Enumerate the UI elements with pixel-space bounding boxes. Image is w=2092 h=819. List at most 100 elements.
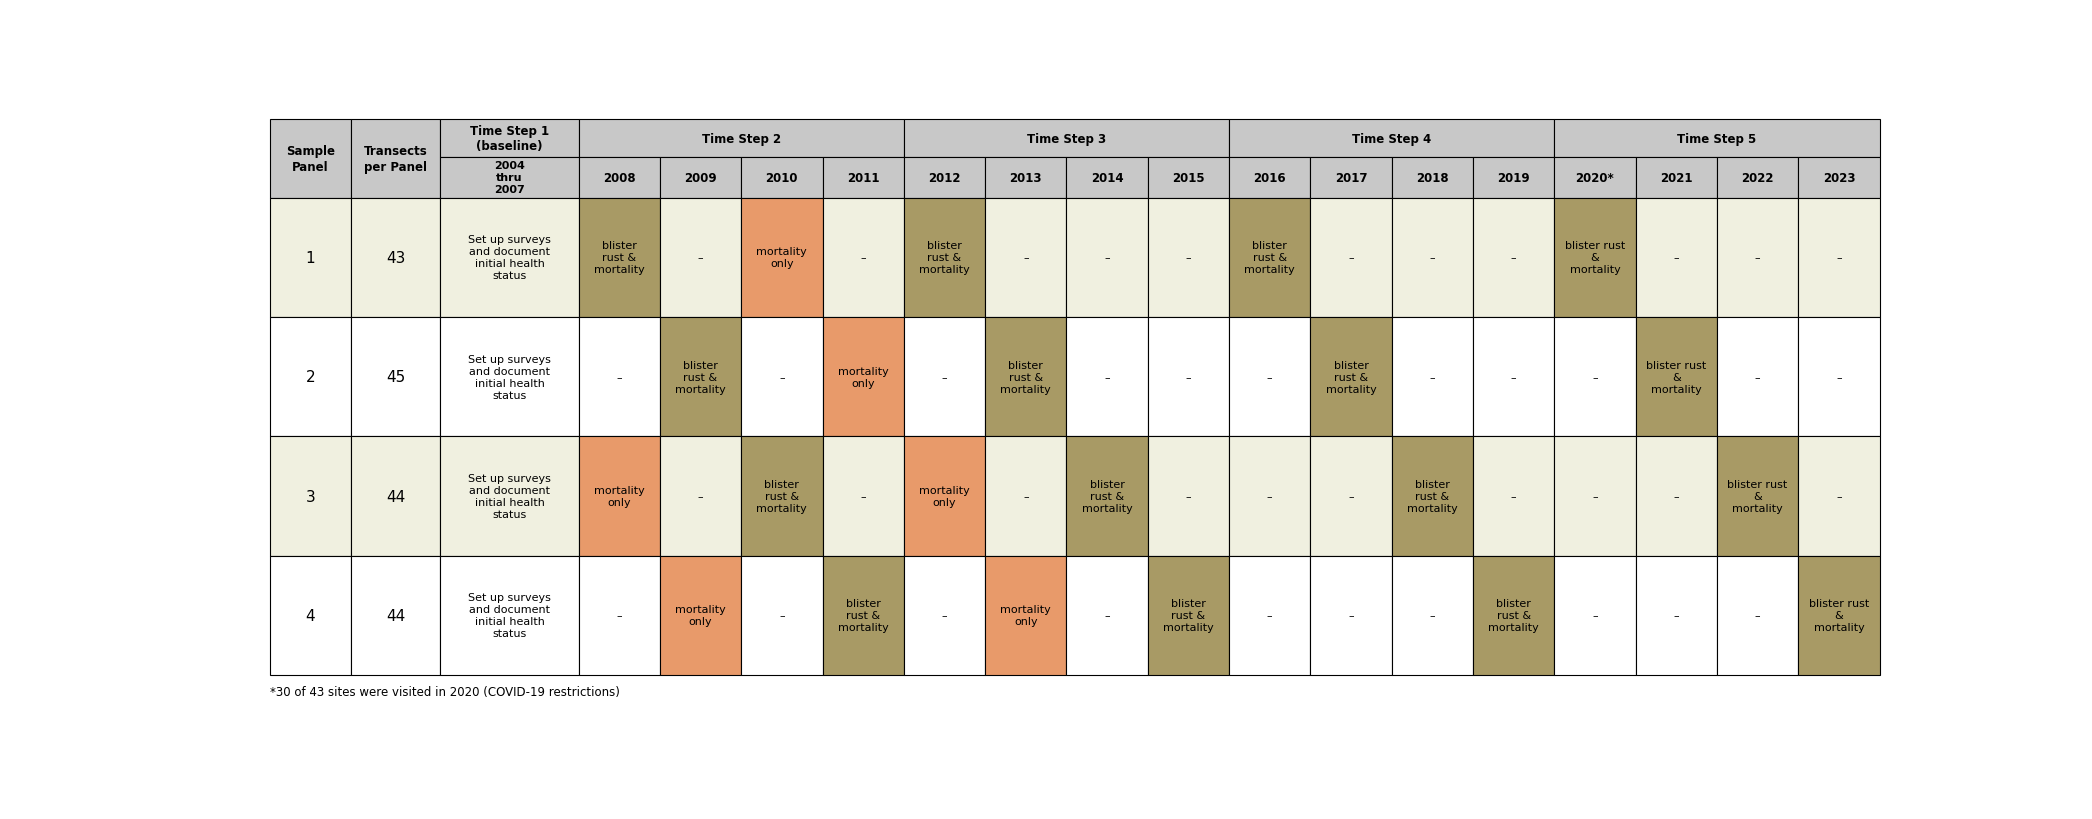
- Text: –: –: [1268, 491, 1272, 501]
- Bar: [439, 556, 579, 676]
- Bar: [1554, 437, 1636, 556]
- Text: mortality
only: mortality only: [676, 604, 726, 627]
- Bar: [579, 437, 659, 556]
- Text: –: –: [1510, 253, 1517, 263]
- Text: –: –: [699, 491, 703, 501]
- Text: 2019: 2019: [1498, 172, 1529, 184]
- Bar: [351, 198, 439, 318]
- Bar: [1149, 437, 1230, 556]
- Bar: [1149, 157, 1230, 198]
- Text: –: –: [1105, 611, 1111, 621]
- Text: blister
rust &
mortality: blister rust & mortality: [1082, 480, 1132, 514]
- Text: Set up surveys
and document
initial health
status: Set up surveys and document initial heal…: [469, 593, 550, 639]
- Bar: [1554, 556, 1636, 676]
- Bar: [904, 318, 985, 437]
- Text: blister rust
&
mortality: blister rust & mortality: [1728, 480, 1789, 514]
- Bar: [1718, 437, 1799, 556]
- Text: –: –: [617, 611, 621, 621]
- Bar: [1149, 556, 1230, 676]
- Bar: [1310, 198, 1391, 318]
- Text: –: –: [860, 491, 866, 501]
- Bar: [1230, 556, 1310, 676]
- Bar: [1310, 157, 1391, 198]
- Text: 2017: 2017: [1335, 172, 1368, 184]
- Text: Transects
per Panel: Transects per Panel: [364, 145, 427, 174]
- Text: –: –: [941, 373, 948, 382]
- Text: 44: 44: [387, 609, 406, 623]
- Text: 2020*: 2020*: [1575, 172, 1615, 184]
- Text: –: –: [1268, 373, 1272, 382]
- Text: 1: 1: [305, 251, 316, 265]
- Text: 2011: 2011: [847, 172, 879, 184]
- Bar: [659, 437, 741, 556]
- Text: –: –: [617, 373, 621, 382]
- Bar: [1391, 157, 1473, 198]
- Bar: [659, 157, 741, 198]
- Bar: [270, 120, 351, 198]
- Text: blister
rust &
mortality: blister rust & mortality: [918, 241, 971, 275]
- Bar: [579, 198, 659, 318]
- Text: blister
rust &
mortality: blister rust & mortality: [1326, 360, 1377, 394]
- Text: blister
rust &
mortality: blister rust & mortality: [1163, 599, 1213, 633]
- Bar: [1310, 437, 1391, 556]
- Bar: [1067, 157, 1149, 198]
- Text: Time Step 5: Time Step 5: [1678, 133, 1757, 146]
- Bar: [1554, 120, 1879, 157]
- Text: –: –: [1268, 611, 1272, 621]
- Text: blister
rust &
mortality: blister rust & mortality: [594, 241, 644, 275]
- Text: mortality
only: mortality only: [757, 247, 808, 269]
- Bar: [1230, 437, 1310, 556]
- Text: 2009: 2009: [684, 172, 718, 184]
- Bar: [351, 318, 439, 437]
- Bar: [1473, 556, 1554, 676]
- Bar: [904, 198, 985, 318]
- Bar: [822, 157, 904, 198]
- Bar: [1718, 157, 1799, 198]
- Text: –: –: [1347, 611, 1354, 621]
- Text: –: –: [1429, 373, 1435, 382]
- Bar: [659, 198, 741, 318]
- Text: –: –: [1674, 611, 1680, 621]
- Text: blister rust
&
mortality: blister rust & mortality: [1565, 241, 1625, 275]
- Bar: [1799, 556, 1879, 676]
- Text: 2015: 2015: [1172, 172, 1205, 184]
- Text: 3: 3: [305, 489, 316, 504]
- Text: –: –: [1105, 253, 1111, 263]
- Text: –: –: [1592, 611, 1598, 621]
- Text: Time Step 2: Time Step 2: [701, 133, 780, 146]
- Text: Set up surveys
and document
initial health
status: Set up surveys and document initial heal…: [469, 235, 550, 281]
- Bar: [270, 437, 351, 556]
- Bar: [351, 120, 439, 198]
- Text: mortality
only: mortality only: [594, 486, 644, 508]
- Text: 2010: 2010: [766, 172, 799, 184]
- Bar: [741, 556, 822, 676]
- Bar: [1230, 157, 1310, 198]
- Text: mortality
only: mortality only: [837, 366, 889, 388]
- Text: –: –: [1186, 491, 1190, 501]
- Text: 2018: 2018: [1416, 172, 1448, 184]
- Bar: [1149, 198, 1230, 318]
- Text: –: –: [1105, 373, 1111, 382]
- Text: –: –: [1023, 253, 1029, 263]
- Bar: [270, 556, 351, 676]
- Text: –: –: [1837, 373, 1841, 382]
- Bar: [1230, 120, 1554, 157]
- Text: 4: 4: [305, 609, 316, 623]
- Text: 2004
thru
2007: 2004 thru 2007: [494, 161, 525, 195]
- Bar: [1636, 437, 1718, 556]
- Text: –: –: [1347, 491, 1354, 501]
- Bar: [659, 556, 741, 676]
- Text: blister
rust &
mortality: blister rust & mortality: [1000, 360, 1050, 394]
- Text: –: –: [1186, 253, 1190, 263]
- Text: –: –: [1592, 373, 1598, 382]
- Bar: [1149, 318, 1230, 437]
- Text: 2013: 2013: [1010, 172, 1042, 184]
- Text: 2008: 2008: [602, 172, 636, 184]
- Text: 43: 43: [385, 251, 406, 265]
- Text: 45: 45: [387, 370, 406, 385]
- Text: –: –: [1837, 491, 1841, 501]
- Text: –: –: [1429, 253, 1435, 263]
- Bar: [1473, 437, 1554, 556]
- Bar: [270, 318, 351, 437]
- Bar: [1310, 556, 1391, 676]
